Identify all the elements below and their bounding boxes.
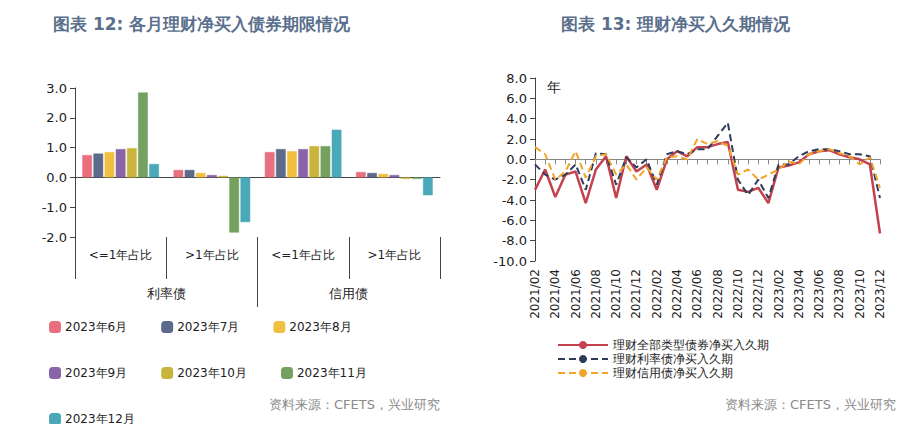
svg-text:6.0: 6.0 — [506, 91, 527, 106]
svg-text:资料来源：CFETS，兴业研究: 资料来源：CFETS，兴业研究 — [269, 397, 440, 412]
svg-text:2022/02: 2022/02 — [650, 269, 664, 319]
svg-text:2023/12: 2023/12 — [873, 269, 887, 319]
svg-text:2022/10: 2022/10 — [731, 269, 745, 319]
svg-text:2023年12月: 2023年12月 — [65, 412, 135, 424]
svg-text:信用债: 信用债 — [329, 286, 368, 301]
svg-text:-2.0: -2.0 — [42, 230, 67, 245]
svg-text:-1.0: -1.0 — [42, 200, 67, 215]
svg-text:2023/10: 2023/10 — [853, 269, 867, 319]
svg-text:1.0: 1.0 — [46, 140, 67, 155]
svg-text:2022/08: 2022/08 — [711, 269, 725, 319]
svg-text:<=1年占比: <=1年占比 — [89, 248, 153, 262]
svg-text:2023年8月: 2023年8月 — [289, 320, 351, 334]
svg-text:理财全部类型债券净买入久期: 理财全部类型债券净买入久期 — [613, 338, 769, 352]
svg-text:<=1年占比: <=1年占比 — [271, 248, 335, 262]
svg-text:-2.0: -2.0 — [502, 172, 527, 187]
svg-text:2023年7月: 2023年7月 — [177, 320, 239, 334]
svg-text:图表 13: 理财净买入久期情况: 图表 13: 理财净买入久期情况 — [561, 14, 791, 34]
svg-text:理财信用债净买入久期: 理财信用债净买入久期 — [613, 366, 733, 380]
svg-text:资料来源：CFETS，兴业研究: 资料来源：CFETS，兴业研究 — [725, 397, 896, 412]
svg-text:-8.0: -8.0 — [502, 233, 527, 248]
svg-text:2022/04: 2022/04 — [670, 269, 684, 319]
svg-text:2023年11月: 2023年11月 — [297, 366, 367, 380]
svg-text:2022/06: 2022/06 — [690, 269, 704, 319]
svg-text:2021/04: 2021/04 — [548, 269, 562, 319]
svg-text:2021/02: 2021/02 — [528, 269, 542, 319]
svg-text:2021/08: 2021/08 — [589, 269, 603, 319]
svg-text:2023年9月: 2023年9月 — [65, 366, 127, 380]
svg-text:2023/04: 2023/04 — [792, 269, 806, 319]
svg-text:2021/12: 2021/12 — [629, 269, 643, 319]
svg-text:2023/08: 2023/08 — [832, 269, 846, 319]
svg-text:2021/10: 2021/10 — [609, 269, 623, 319]
svg-text:-4.0: -4.0 — [502, 193, 527, 208]
svg-text:2023/06: 2023/06 — [812, 269, 826, 319]
svg-text:2.0: 2.0 — [506, 132, 527, 147]
svg-text:年: 年 — [547, 79, 561, 95]
svg-text:>1年占比: >1年占比 — [368, 248, 422, 262]
svg-text:-6.0: -6.0 — [502, 213, 527, 228]
svg-text:理财利率债净买入久期: 理财利率债净买入久期 — [613, 352, 733, 366]
svg-text:4.0: 4.0 — [506, 111, 527, 126]
svg-text:8.0: 8.0 — [506, 71, 527, 86]
svg-text:0.0: 0.0 — [46, 170, 67, 185]
svg-text:图表 12: 各月理财净买入债券期限情况: 图表 12: 各月理财净买入债券期限情况 — [53, 14, 351, 34]
svg-text:2023年10月: 2023年10月 — [177, 366, 247, 380]
svg-text:2022/12: 2022/12 — [751, 269, 765, 319]
svg-text:-10.0: -10.0 — [493, 254, 527, 269]
svg-text:利率债: 利率债 — [147, 286, 186, 301]
svg-text:>1年占比: >1年占比 — [185, 248, 239, 262]
svg-text:2023/02: 2023/02 — [772, 269, 786, 319]
svg-text:3.0: 3.0 — [46, 81, 67, 96]
svg-text:2.0: 2.0 — [46, 110, 67, 125]
svg-text:2021/06: 2021/06 — [569, 269, 583, 319]
svg-text:2023年6月: 2023年6月 — [65, 320, 127, 334]
svg-text:0.0: 0.0 — [506, 152, 527, 167]
